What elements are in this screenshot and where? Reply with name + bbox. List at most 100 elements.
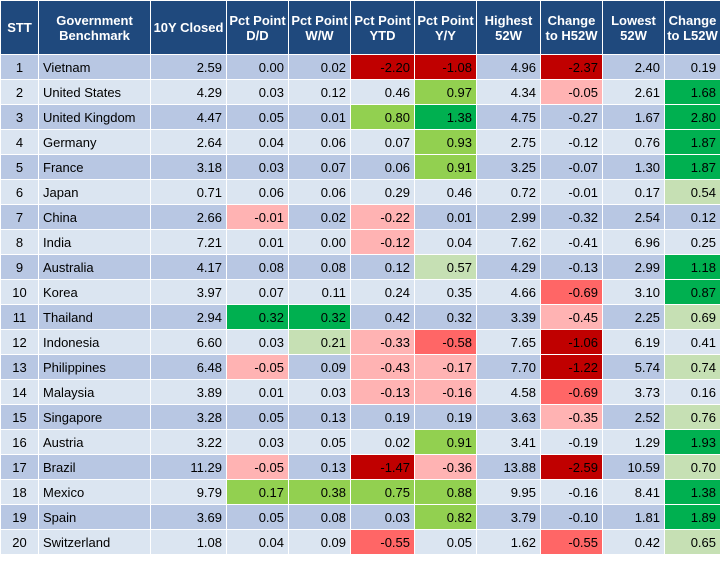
cell-cl52: 0.70 [664, 454, 720, 480]
cell-yy: 0.57 [414, 254, 477, 280]
col-header-ch52[interactable]: Change to H52W [540, 0, 603, 55]
table-row: 3 United Kingdom 4.47 0.05 0.01 0.80 1.3… [0, 104, 720, 130]
cell-ytd: 0.19 [350, 404, 415, 430]
cell-stt: 15 [0, 404, 39, 430]
cell-cl52: 1.87 [664, 129, 720, 155]
cell-cl52: 0.76 [664, 404, 720, 430]
cell-cl52: 2.80 [664, 104, 720, 130]
col-header-l52[interactable]: Lowest 52W [602, 0, 665, 55]
cell-closed: 3.28 [150, 404, 227, 430]
cell-ww: 0.06 [288, 129, 351, 155]
cell-yy: -0.58 [414, 329, 477, 355]
col-header-closed[interactable]: 10Y Closed [150, 0, 227, 55]
cell-cl52: 1.89 [664, 504, 720, 530]
cell-cl52: 0.12 [664, 204, 720, 230]
cell-ww: 0.05 [288, 429, 351, 455]
cell-ww: 0.09 [288, 529, 351, 555]
cell-cl52: 1.38 [664, 479, 720, 505]
cell-stt: 19 [0, 504, 39, 530]
cell-h52: 3.79 [476, 504, 541, 530]
cell-h52: 4.29 [476, 254, 541, 280]
cell-ww: 0.13 [288, 404, 351, 430]
cell-stt: 8 [0, 229, 39, 255]
cell-ww: 0.02 [288, 204, 351, 230]
col-header-cl52[interactable]: Change to L52W [664, 0, 720, 55]
col-header-dd[interactable]: Pct Point D/D [226, 0, 289, 55]
cell-h52: 4.58 [476, 379, 541, 405]
cell-l52: 6.19 [602, 329, 665, 355]
table-row: 7 China 2.66 -0.01 0.02 -0.22 0.01 2.99 … [0, 204, 720, 230]
cell-yy: 1.38 [414, 104, 477, 130]
cell-yy: 0.01 [414, 204, 477, 230]
cell-dd: 0.06 [226, 179, 289, 205]
cell-closed: 7.21 [150, 229, 227, 255]
cell-cl52: 0.25 [664, 229, 720, 255]
cell-ww: 0.12 [288, 79, 351, 105]
cell-h52: 7.65 [476, 329, 541, 355]
cell-stt: 20 [0, 529, 39, 555]
cell-dd: 0.00 [226, 54, 289, 80]
cell-h52: 4.34 [476, 79, 541, 105]
col-header-benchmark[interactable]: Government Benchmark [38, 0, 151, 55]
cell-ww: 0.21 [288, 329, 351, 355]
col-header-ww[interactable]: Pct Point W/W [288, 0, 351, 55]
cell-closed: 2.94 [150, 304, 227, 330]
cell-h52: 3.63 [476, 404, 541, 430]
cell-ch52: -2.37 [540, 54, 603, 80]
cell-ytd: 0.07 [350, 129, 415, 155]
cell-ytd: -0.55 [350, 529, 415, 555]
cell-ytd: 0.03 [350, 504, 415, 530]
cell-yy: -0.17 [414, 354, 477, 380]
cell-ww: 0.02 [288, 54, 351, 80]
cell-ytd: 0.46 [350, 79, 415, 105]
cell-closed: 0.71 [150, 179, 227, 205]
col-header-h52[interactable]: Highest 52W [476, 0, 541, 55]
cell-dd: 0.05 [226, 104, 289, 130]
cell-cl52: 1.93 [664, 429, 720, 455]
table-row: 20 Switzerland 1.08 0.04 0.09 -0.55 0.05… [0, 529, 720, 555]
cell-h52: 2.75 [476, 129, 541, 155]
cell-h52: 3.25 [476, 154, 541, 180]
cell-h52: 0.72 [476, 179, 541, 205]
cell-ytd: 0.24 [350, 279, 415, 305]
cell-name: Mexico [38, 479, 151, 505]
cell-ww: 0.09 [288, 354, 351, 380]
cell-yy: 0.82 [414, 504, 477, 530]
cell-closed: 6.48 [150, 354, 227, 380]
col-header-ytd[interactable]: Pct Point YTD [350, 0, 415, 55]
cell-ww: 0.13 [288, 454, 351, 480]
cell-ww: 0.01 [288, 104, 351, 130]
cell-ch52: -0.69 [540, 279, 603, 305]
cell-ytd: -0.33 [350, 329, 415, 355]
cell-closed: 3.22 [150, 429, 227, 455]
col-header-stt[interactable]: STT [0, 0, 39, 55]
cell-ch52: -0.05 [540, 79, 603, 105]
col-header-yy[interactable]: Pct Point Y/Y [414, 0, 477, 55]
cell-name: Singapore [38, 404, 151, 430]
cell-yy: 0.35 [414, 279, 477, 305]
cell-yy: 0.93 [414, 129, 477, 155]
cell-h52: 7.62 [476, 229, 541, 255]
cell-l52: 1.67 [602, 104, 665, 130]
cell-stt: 7 [0, 204, 39, 230]
cell-ch52: -0.10 [540, 504, 603, 530]
cell-yy: 0.91 [414, 154, 477, 180]
cell-stt: 16 [0, 429, 39, 455]
cell-ch52: -0.07 [540, 154, 603, 180]
cell-ytd: -0.22 [350, 204, 415, 230]
cell-closed: 3.97 [150, 279, 227, 305]
benchmark-table: STT Government Benchmark 10Y Closed Pct … [0, 0, 720, 555]
table-row: 1 Vietnam 2.59 0.00 0.02 -2.20 -1.08 4.9… [0, 54, 720, 80]
cell-ww: 0.00 [288, 229, 351, 255]
cell-ww: 0.03 [288, 379, 351, 405]
table-row: 14 Malaysia 3.89 0.01 0.03 -0.13 -0.16 4… [0, 379, 720, 405]
cell-ch52: -2.59 [540, 454, 603, 480]
cell-name: Thailand [38, 304, 151, 330]
table-row: 9 Australia 4.17 0.08 0.08 0.12 0.57 4.2… [0, 254, 720, 280]
cell-ytd: -0.13 [350, 379, 415, 405]
cell-dd: 0.04 [226, 529, 289, 555]
table-body: 1 Vietnam 2.59 0.00 0.02 -2.20 -1.08 4.9… [0, 54, 720, 555]
cell-name: China [38, 204, 151, 230]
cell-stt: 5 [0, 154, 39, 180]
cell-closed: 4.17 [150, 254, 227, 280]
